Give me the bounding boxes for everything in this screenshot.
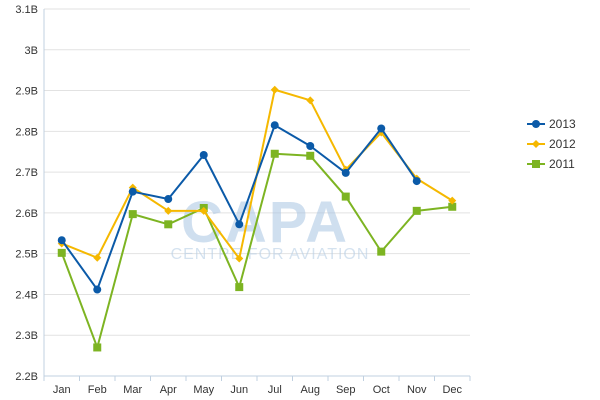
- data-point-2012: [448, 196, 457, 205]
- y-axis-tick-labels: 2.2B 2.3B 2.4B 2.5B 2.6B 2.7B 2.8B 2.9B 3B 3.1B: [15, 4, 38, 383]
- x-tick-label: Mar: [123, 384, 142, 396]
- x-axis-tick-labels: Jan Feb Mar Apr May Jun Jul Aug Sep Oct Nov Dec: [53, 384, 463, 396]
- data-point-2011: [306, 151, 315, 160]
- y-tick-label: 3.1B: [15, 4, 38, 16]
- data-point-2012: [164, 206, 173, 215]
- y-tick-label: 2.3B: [15, 330, 38, 342]
- x-tick-label: Jan: [53, 384, 71, 396]
- legend: 2013 2012 2011: [527, 117, 576, 171]
- data-point-2013: [270, 121, 279, 130]
- y-tick-label: 2.9B: [15, 86, 38, 98]
- y-tick-label: 2.4B: [15, 289, 38, 301]
- x-tick-label: Nov: [407, 384, 427, 396]
- capa-watermark: CAPA CENTRE FOR AVIATION: [171, 190, 370, 263]
- y-tick-label: 3B: [25, 45, 38, 57]
- data-point-2012: [199, 206, 208, 215]
- x-tick-label: Aug: [300, 384, 320, 396]
- series-layer: [57, 85, 457, 352]
- y-tick-label: 2.2B: [15, 371, 38, 383]
- data-point-2012: [93, 253, 102, 262]
- legend-label: 2013: [549, 117, 576, 131]
- x-tick-label: Jul: [268, 384, 282, 396]
- legend-label: 2012: [549, 137, 576, 151]
- data-point-2011: [235, 283, 244, 292]
- y-tick-label: 2.6B: [15, 208, 38, 220]
- data-point-2013: [199, 150, 208, 159]
- x-tick-label: Dec: [442, 384, 462, 396]
- legend-item-2012[interactable]: 2012: [527, 137, 576, 151]
- watermark-logo: CAPA: [181, 190, 349, 255]
- x-tick-label: Apr: [160, 384, 177, 396]
- legend-marker: [532, 120, 540, 128]
- data-point-2011: [57, 248, 66, 257]
- x-tick-label: Sep: [336, 384, 356, 396]
- data-point-2013: [341, 168, 350, 177]
- watermark-subtitle: CENTRE FOR AVIATION: [171, 246, 370, 263]
- data-point-2013: [306, 142, 315, 151]
- data-point-2012: [306, 96, 315, 105]
- y-tick-label: 2.5B: [15, 249, 38, 261]
- x-tick-label: May: [193, 384, 214, 396]
- data-point-2011: [412, 206, 421, 215]
- y-tick-label: 2.7B: [15, 167, 38, 179]
- y-tick-label: 2.8B: [15, 126, 38, 138]
- data-point-2011: [93, 343, 102, 352]
- data-point-2012: [270, 85, 279, 94]
- x-tick-label: Jun: [230, 384, 248, 396]
- legend-marker: [532, 160, 540, 168]
- data-point-2011: [164, 220, 173, 229]
- axes: [43, 9, 471, 381]
- data-point-2012: [235, 254, 244, 263]
- x-tick-label: Feb: [88, 384, 107, 396]
- data-point-2011: [341, 192, 350, 201]
- legend-marker: [532, 140, 540, 148]
- data-point-2013: [377, 124, 386, 133]
- data-point-2013: [235, 220, 244, 229]
- data-point-2011: [270, 149, 279, 158]
- data-point-2013: [93, 285, 102, 294]
- legend-item-2013[interactable]: 2013: [527, 117, 576, 131]
- legend-label: 2011: [549, 157, 575, 171]
- series-line-2011: [60, 152, 453, 349]
- data-point-2011: [448, 202, 457, 211]
- x-tick-label: Oct: [373, 384, 390, 396]
- series-2013: [57, 121, 421, 294]
- data-point-2013: [128, 187, 137, 196]
- data-point-2011: [377, 247, 386, 256]
- data-point-2013: [164, 195, 173, 204]
- data-point-2011: [128, 210, 137, 219]
- data-point-2013: [412, 177, 421, 186]
- legend-item-2011[interactable]: 2011: [527, 157, 575, 171]
- data-point-2013: [57, 236, 66, 245]
